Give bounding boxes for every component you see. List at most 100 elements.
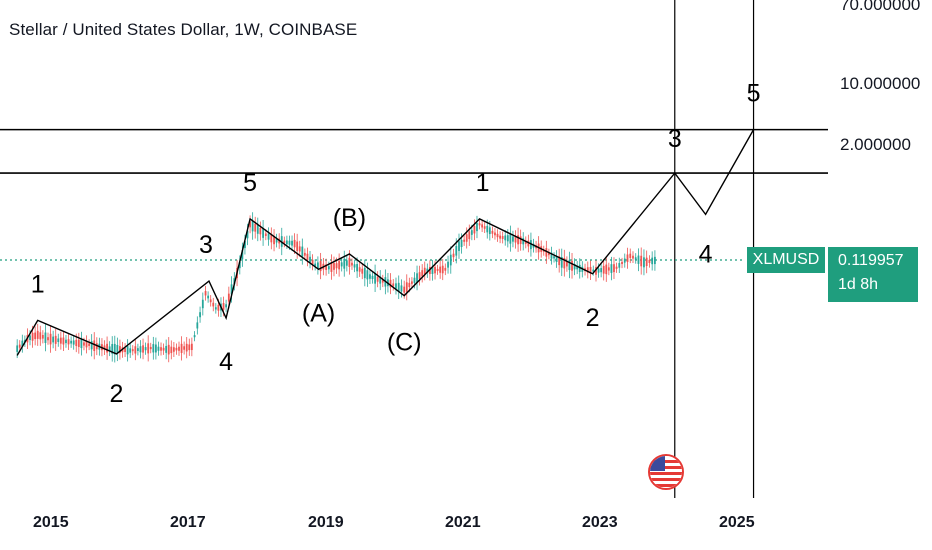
wave-label-8: (C) bbox=[387, 329, 422, 357]
candle-body bbox=[460, 239, 463, 248]
candle-body bbox=[170, 346, 173, 354]
candle-body bbox=[296, 241, 299, 252]
candle-body bbox=[504, 235, 507, 241]
candle-body bbox=[509, 233, 512, 244]
candle-body bbox=[39, 332, 42, 340]
candle-body bbox=[548, 252, 550, 256]
candle-body bbox=[563, 258, 566, 269]
wave-label-6: (A) bbox=[302, 299, 335, 327]
candle-body bbox=[244, 241, 246, 249]
candle-body bbox=[524, 240, 527, 244]
wave-label-11: 3 bbox=[668, 125, 682, 153]
candle-body bbox=[31, 332, 34, 341]
candle-body bbox=[645, 257, 648, 267]
candle-body bbox=[157, 346, 160, 351]
candle-body bbox=[180, 343, 183, 353]
candle-body bbox=[592, 269, 595, 272]
candle-body bbox=[621, 261, 623, 265]
candle-body bbox=[139, 346, 142, 353]
y-tick-label-2: 2.000000 bbox=[840, 135, 911, 154]
candle-body bbox=[251, 220, 254, 232]
candle-body bbox=[558, 256, 561, 266]
candle-body bbox=[316, 262, 319, 269]
candle-body bbox=[408, 282, 411, 288]
candle-body bbox=[18, 344, 21, 348]
price-badge: 0.119957 1d 8h bbox=[828, 247, 918, 302]
x-tick-label-2017: 2017 bbox=[170, 514, 206, 531]
candle-body bbox=[573, 263, 576, 270]
candle-body bbox=[62, 337, 65, 345]
candle-body bbox=[589, 266, 592, 274]
candle-body bbox=[199, 312, 201, 318]
candle-body bbox=[351, 262, 353, 266]
candle-body bbox=[196, 322, 199, 329]
candle-body bbox=[494, 232, 496, 236]
candle-body bbox=[629, 253, 632, 258]
candle-body bbox=[249, 221, 251, 228]
y-tick-label-70: 70.000000 bbox=[840, 0, 921, 14]
candle-body bbox=[555, 256, 558, 262]
candle-body bbox=[522, 238, 525, 245]
candle-body bbox=[634, 257, 637, 260]
candle-body bbox=[16, 345, 19, 352]
candle-body bbox=[309, 256, 311, 263]
candle-body bbox=[358, 267, 361, 272]
candle-body bbox=[605, 264, 608, 275]
candle-body bbox=[147, 343, 150, 354]
candle-body bbox=[327, 266, 330, 270]
candle-body bbox=[129, 348, 132, 353]
candle-body bbox=[83, 342, 85, 346]
candle-body bbox=[550, 252, 553, 259]
symbol-badge: XLMUSD bbox=[747, 247, 825, 273]
candle-body bbox=[111, 344, 114, 354]
candle-body bbox=[478, 223, 481, 226]
candle-body bbox=[273, 236, 275, 245]
wave-label-3: 3 bbox=[199, 231, 213, 259]
candle-body bbox=[643, 257, 645, 268]
us-flag-icon[interactable] bbox=[648, 454, 684, 490]
candle-body bbox=[397, 282, 400, 292]
candle-body bbox=[411, 281, 413, 284]
wave-label-1: 1 bbox=[31, 270, 45, 298]
candle-body bbox=[80, 339, 83, 349]
candle-body bbox=[154, 344, 157, 353]
candle-body bbox=[325, 264, 328, 270]
candle-body bbox=[361, 268, 364, 274]
candle-body bbox=[343, 258, 346, 269]
candle-body bbox=[553, 256, 555, 259]
candle-body bbox=[371, 275, 374, 280]
candle-body bbox=[49, 333, 52, 345]
candle-body bbox=[476, 222, 478, 232]
candle-body bbox=[160, 347, 162, 351]
candle-body bbox=[431, 266, 434, 274]
candle-body bbox=[458, 241, 460, 252]
candle-body bbox=[405, 282, 408, 293]
candle-body bbox=[85, 341, 88, 348]
wave-label-7: (B) bbox=[333, 204, 366, 232]
candle-body bbox=[483, 226, 486, 229]
candle-body bbox=[369, 274, 371, 279]
candle-body bbox=[353, 264, 356, 268]
candle-body bbox=[227, 293, 230, 302]
wave-label-12: 4 bbox=[699, 240, 713, 268]
candle-body bbox=[238, 261, 241, 269]
candle-body bbox=[578, 264, 581, 273]
candle-body bbox=[75, 339, 78, 347]
candle-body bbox=[389, 279, 392, 288]
candle-body bbox=[108, 346, 111, 351]
candle-body bbox=[142, 345, 144, 353]
wave-label-2: 2 bbox=[110, 380, 124, 408]
candle-body bbox=[185, 343, 188, 352]
candle-body bbox=[149, 346, 152, 350]
candle-body bbox=[262, 227, 264, 238]
candle-body bbox=[452, 253, 455, 258]
wave-label-10: 2 bbox=[586, 304, 600, 332]
candle-body bbox=[193, 335, 196, 338]
candle-body bbox=[152, 344, 155, 353]
candle-body bbox=[113, 343, 116, 355]
candle-body bbox=[356, 264, 359, 272]
candle-body bbox=[597, 268, 600, 273]
x-tick-label-2025: 2025 bbox=[719, 514, 755, 531]
